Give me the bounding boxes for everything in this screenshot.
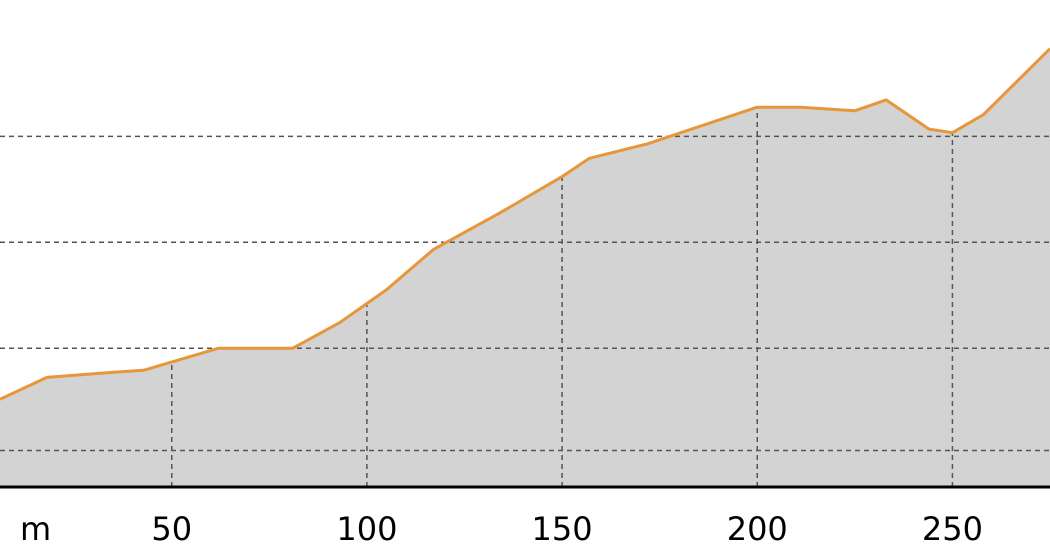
x-tick-label: 250 [922,510,983,548]
elevation-area-fill [0,48,1050,487]
x-axis-unit-label: m [20,510,51,548]
vertical-gridlines [170,107,954,487]
x-tick-label: 50 [151,510,192,548]
x-tick-label: 200 [727,510,788,548]
x-tick-labels: 50 100 150 200 250 [151,510,983,548]
x-tick-label: 150 [532,510,593,548]
x-tick-label: 100 [336,510,397,548]
horizontal-gridlines [0,135,1050,452]
elevation-line [0,47,1050,401]
